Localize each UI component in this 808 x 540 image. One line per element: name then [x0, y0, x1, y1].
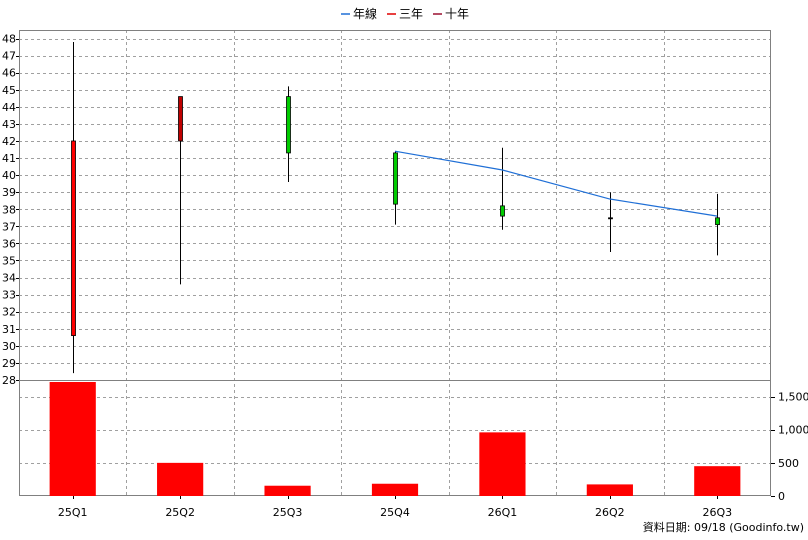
- price-tick-label-46: 46: [2, 67, 16, 80]
- price-tick-label-41: 41: [2, 152, 16, 165]
- category-label-26Q1: 26Q1: [488, 506, 518, 519]
- candle-body-26Q3: [715, 217, 720, 226]
- candle-body-25Q4: [393, 152, 398, 205]
- price-tick-label-47: 47: [2, 50, 16, 63]
- category-axis: 25Q1 25Q2 25Q3 25Q4 26Q1 26Q2 26Q3: [58, 496, 732, 519]
- footer-source-date: 資料日期: 09/18 (Goodinfo.tw): [643, 520, 804, 534]
- candle-body-25Q2: [178, 96, 183, 142]
- price-tick-label-44: 44: [2, 101, 16, 114]
- category-label-26Q3: 26Q3: [702, 506, 732, 519]
- price-axis: 28 29 30 31 32 33 34 35 36 37 38 39 40 41 42 43 44 45 46 47…: [2, 33, 19, 387]
- volume-axis: 0 500 1,000 1,500: [771, 391, 808, 503]
- category-label-25Q1: 25Q1: [58, 506, 88, 519]
- volume-bar-25Q3: [264, 485, 311, 496]
- annual-line: [394, 150, 718, 217]
- gridlines: [19, 30, 771, 496]
- price-tick-label-43: 43: [2, 118, 16, 131]
- price-tick-label-35: 35: [2, 254, 16, 267]
- category-label-25Q2: 25Q2: [165, 506, 195, 519]
- candle-body-25Q3: [286, 96, 291, 154]
- price-tick-label-48: 48: [2, 33, 16, 46]
- price-tick-label-30: 30: [2, 340, 16, 353]
- volume-bar-25Q4: [371, 483, 419, 496]
- volume-tick-label-0: 0: [778, 490, 785, 503]
- price-tick-label-40: 40: [2, 169, 16, 182]
- volume-bars: [49, 381, 741, 496]
- price-tick-label-42: 42: [2, 135, 16, 148]
- legend-label-0: 年線: [353, 6, 377, 21]
- price-tick-label-33: 33: [2, 289, 16, 302]
- price-tick-label-31: 31: [2, 323, 16, 336]
- volume-tick-label-500: 500: [778, 457, 799, 470]
- legend-label-2: 十年: [445, 7, 469, 21]
- volume-bar-25Q1: [49, 381, 96, 496]
- price-tick-label-38: 38: [2, 203, 16, 216]
- price-tick-label-39: 39: [2, 186, 16, 199]
- volume-bar-26Q1: [479, 432, 526, 496]
- price-tick-label-45: 45: [2, 84, 16, 97]
- candle-body-26Q2: [608, 217, 613, 220]
- legend: 年線 三年 十年: [341, 6, 469, 21]
- volume-tick-label-1000: 1,000: [778, 424, 808, 437]
- legend-label-1: 三年: [399, 7, 423, 21]
- category-label-26Q2: 26Q2: [595, 506, 625, 519]
- candle-body-25Q1: [71, 140, 76, 337]
- volume-bar-26Q2: [586, 484, 633, 496]
- volume-bar-25Q2: [157, 462, 204, 496]
- price-tick-label-28: 28: [2, 374, 16, 387]
- annual-line-layer: [394, 150, 718, 217]
- price-tick-label-36: 36: [2, 237, 16, 250]
- price-tick-label-32: 32: [2, 306, 16, 319]
- price-tick-label-37: 37: [2, 220, 16, 233]
- volume-tick-label-1500: 1,500: [778, 391, 808, 404]
- volume-bar-26Q3: [694, 466, 741, 496]
- category-label-25Q3: 25Q3: [273, 506, 303, 519]
- category-label-25Q4: 25Q4: [380, 506, 410, 519]
- candle-body-26Q1: [500, 205, 505, 217]
- candlesticks: [71, 41, 720, 374]
- price-tick-label-34: 34: [2, 272, 16, 285]
- price-tick-label-29: 29: [2, 357, 16, 370]
